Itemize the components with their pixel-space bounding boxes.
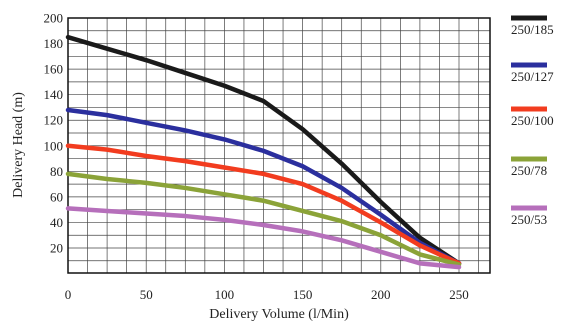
x-tick-label: 150	[293, 287, 313, 302]
x-tick-labels: 0 50 100 150 200 250	[65, 287, 469, 302]
y-tick-label: 120	[44, 113, 64, 128]
series-layer	[65, 34, 462, 270]
y-tick-label: 160	[44, 62, 64, 77]
x-tick-label: 100	[215, 287, 235, 302]
x-axis-title: Delivery Volume (l/Min)	[209, 307, 349, 322]
legend-label: 250/53	[511, 212, 547, 227]
y-tick-label: 100	[44, 138, 64, 153]
y-tick-label: 200	[44, 11, 64, 26]
legend-label: 250/78	[511, 163, 547, 178]
y-tick-label: 20	[50, 241, 63, 256]
y-axis-title: Delivery Head (m)	[11, 92, 26, 198]
series-line-250-100	[65, 143, 462, 266]
x-tick-label: 50	[140, 287, 153, 302]
series-line-250-53	[65, 206, 462, 270]
series-line-250-185	[65, 34, 462, 266]
series-line-250-78	[65, 171, 462, 267]
legend-label: 250/185	[511, 22, 554, 37]
y-tick-label: 140	[44, 87, 64, 102]
series-line-250-127	[65, 107, 462, 266]
y-tick-label: 80	[50, 164, 63, 179]
legend-label: 250/127	[511, 69, 554, 84]
x-tick-label: 250	[449, 287, 469, 302]
y-tick-label: 180	[44, 36, 64, 51]
legend-label: 250/100	[511, 113, 554, 128]
legend: 250/185 250/127 250/100 250/78 250/53	[511, 15, 554, 227]
x-tick-label: 200	[371, 287, 391, 302]
y-tick-label: 40	[50, 215, 63, 230]
x-tick-label: 0	[65, 287, 72, 302]
y-tick-label: 60	[50, 189, 63, 204]
y-tick-labels: 20 40 60 80 100 120 140 160 180 200	[44, 11, 64, 256]
